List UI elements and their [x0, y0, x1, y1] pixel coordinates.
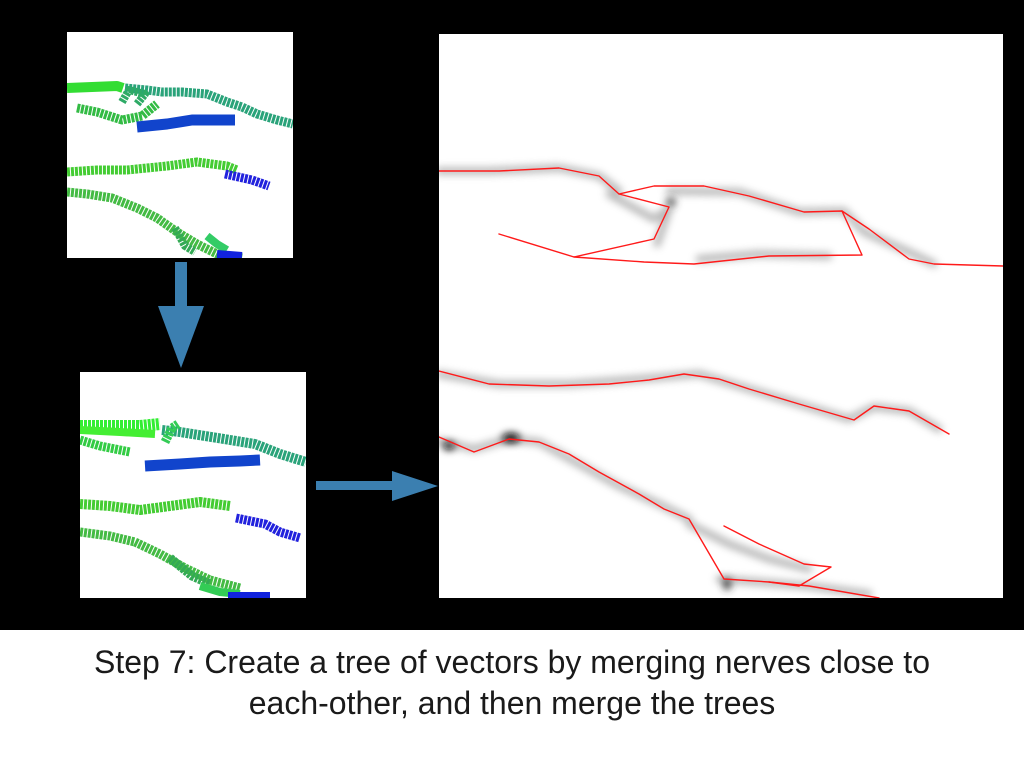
slide-canvas: [0, 0, 1024, 630]
vector-segment: [67, 81, 125, 93]
panel-nerve-tree: [439, 34, 1003, 598]
vector-segments-merged: [80, 418, 306, 598]
nerve-tree: [439, 167, 1003, 598]
vector-segment: [80, 418, 161, 432]
vector-segment: [216, 250, 243, 258]
caption-line-1: Step 7: Create a tree of vectors by merg…: [94, 644, 930, 680]
vector-segment: [80, 435, 131, 457]
nerve-branch: [723, 525, 832, 587]
vector-segment: [171, 226, 198, 256]
vector-segment: [80, 426, 156, 438]
nerve-branch: [841, 210, 1003, 267]
vector-segment: [161, 425, 306, 467]
vector-segment: [67, 157, 239, 177]
vector-segment: [160, 420, 181, 445]
arrow-right-icon: [316, 471, 438, 501]
vector-segment: [136, 114, 235, 133]
arrow-down-icon: [158, 262, 204, 368]
vector-segment: [80, 497, 231, 515]
panel-vectors-before: [67, 32, 293, 258]
vector-segment: [235, 513, 302, 543]
vector-segment: [224, 169, 271, 191]
vector-segment: [124, 83, 293, 129]
flow-arrows: [158, 262, 438, 501]
vector-segment: [76, 100, 160, 125]
nerve-branch: [439, 370, 950, 435]
vector-segment: [167, 554, 212, 589]
vector-segment: [118, 86, 149, 107]
nerve-tree-image: [439, 164, 1003, 598]
vector-segment: [67, 187, 243, 258]
vector-segments-before: [67, 81, 293, 258]
panel-vectors-merged: [80, 372, 306, 598]
caption-line-2: each-other, and then merge the trees: [248, 685, 776, 721]
vector-segment: [144, 454, 261, 472]
slide-caption: Step 7: Create a tree of vectors by merg…: [0, 642, 1024, 724]
vector-segment: [204, 232, 230, 254]
